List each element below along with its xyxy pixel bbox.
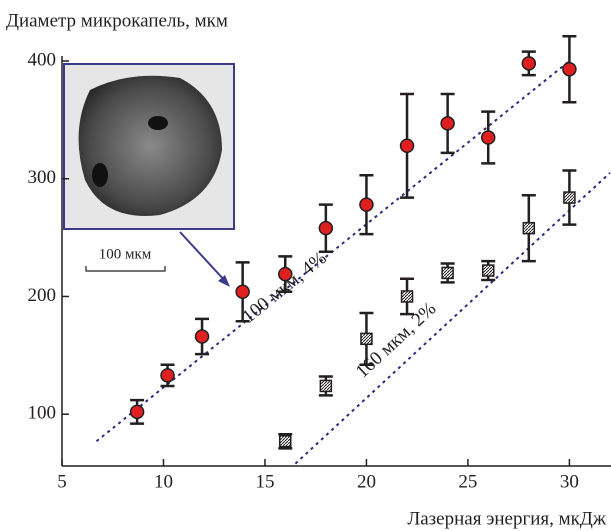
y-tick-label: 200 (28, 285, 57, 306)
marker (194, 329, 210, 344)
marker (521, 56, 537, 71)
marker (360, 332, 373, 346)
marker (318, 220, 334, 236)
marker (563, 191, 576, 204)
arrow (179, 231, 227, 283)
y-tick-label: 400 (28, 49, 57, 70)
y-axis-title: Диаметр микрокапель, мкм (6, 10, 228, 31)
marker (279, 435, 292, 448)
marker (278, 266, 293, 282)
marker (129, 404, 145, 420)
scale-label: 100 мкм (99, 246, 152, 262)
fit-line (95, 60, 571, 443)
marker (359, 197, 374, 212)
y-tick-label: 100 (28, 403, 57, 424)
marker (160, 368, 175, 383)
x-tick-label: 5 (57, 471, 67, 492)
inset-spot (92, 163, 108, 187)
scale-bar (85, 266, 166, 272)
arrow-head (218, 275, 230, 287)
inset-drop (78, 75, 222, 216)
marker (481, 264, 495, 277)
marker (562, 61, 577, 77)
marker (319, 379, 333, 393)
x-tick-label: 15 (255, 471, 274, 492)
marker (440, 116, 455, 131)
marker (441, 266, 454, 280)
x-tick-label: 30 (560, 471, 579, 492)
fit-line (294, 172, 611, 465)
marker (480, 130, 496, 145)
inset: 100 мкм (63, 63, 235, 287)
x-axis-title: Лазерная энергия, мкДж (407, 508, 607, 529)
marker (399, 138, 415, 154)
inset-spot (148, 116, 168, 130)
y-tick-label: 300 (28, 167, 57, 188)
marker (235, 284, 250, 300)
x-tick-label: 20 (357, 471, 376, 492)
x-tick-label: 25 (458, 471, 477, 492)
marker (400, 290, 414, 303)
x-tick-label: 10 (154, 471, 173, 492)
marker (522, 221, 536, 235)
